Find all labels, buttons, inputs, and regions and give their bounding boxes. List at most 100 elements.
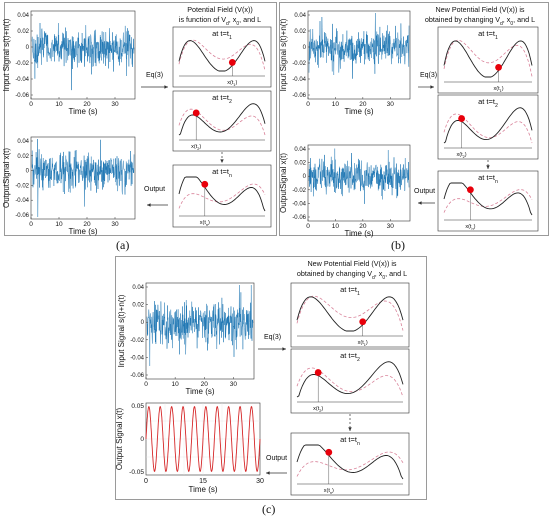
a-welln-particle: [201, 180, 209, 188]
a-output-ytick-label: -0.06: [15, 213, 29, 219]
a-well2-potential-label: at t=t2: [212, 93, 232, 105]
a-welln-potential-box: at t=tn x(tn): [172, 164, 272, 228]
c-welln-particle: [325, 448, 333, 456]
c-time-arrow: [348, 414, 352, 431]
b-well2-position-label: x(t2): [457, 152, 467, 159]
b-output-ytick-label: 0.02: [294, 161, 306, 167]
c-output-xtick-label: 0: [144, 478, 148, 485]
a-welln-potential-solid-curve: [178, 176, 266, 212]
b-welln-potential-label: at t=tn: [478, 173, 498, 185]
b-input-noise-trace: [308, 12, 410, 79]
c-header-line1: New Potential Field (V(x)) is: [307, 259, 396, 268]
c-time-arrow-head: [348, 427, 352, 431]
b-input-ytick-label: 0.04: [294, 13, 306, 19]
c-input-ytick-label: 0.02: [132, 303, 144, 309]
b-output-arrow: [418, 201, 435, 205]
c-input-xtick-label: 10: [172, 381, 180, 388]
a-well2-position-label: x(t2): [191, 144, 201, 151]
a-header-line2: is function of Vd, x0, and L: [179, 15, 261, 27]
b-well1-potential-dashed-curve: [443, 39, 533, 77]
caption-a: (a): [116, 238, 130, 252]
b-eq-arrow-head: [430, 85, 434, 89]
a-well1-particle: [228, 59, 236, 66]
a-output-ytick-label: -0.02: [15, 183, 29, 189]
c-well2-potential-dashed-curve: [296, 367, 404, 398]
b-well2-potential-frame: [437, 94, 539, 160]
b-input-xtick-label: 10: [332, 101, 340, 108]
b-output-ylabel: OutputSignal x(t): [279, 153, 288, 213]
a-input-ylabel: Input Signal s(t)+n(t): [2, 18, 11, 91]
a-output-label: Output: [144, 186, 165, 193]
a-output-ytick-label: 0.02: [17, 154, 29, 160]
a-well1-potential-label: at t=t1: [212, 29, 232, 41]
a-input-ytick-label: -0.04: [15, 77, 29, 83]
c-well1-particle: [359, 318, 367, 326]
b-input-ytick-label: 0: [303, 45, 307, 51]
b-well2-particle: [458, 115, 465, 122]
a-well1-potential-dashed-curve: [178, 39, 266, 71]
a-well1-potential-box: at t=t1 x(t1): [172, 26, 272, 88]
panel-c: 0.04 0.02 0 -0.02 -0.04 -0.06 0 10 20 30 Time (s) I…: [115, 256, 427, 500]
b-well1-potential-solid-curve: [443, 40, 533, 78]
c-output-arrow: [266, 471, 287, 475]
a-input-ytick-label: 0: [26, 45, 30, 51]
c-well2-potential-frame: [290, 348, 410, 414]
b-welln-potential-box: at t=tn x(tn): [437, 170, 539, 232]
a-input-xtick-label: 0: [29, 101, 33, 108]
a-eq-arrow-head: [164, 85, 168, 89]
b-well2-potential-dashed-curve: [443, 113, 533, 144]
b-output-ytick-label: -0.06: [292, 215, 306, 221]
b-well2-potential-solid-curve: [443, 107, 533, 144]
a-input-ytick-label: 0.04: [17, 13, 29, 19]
c-input-ytick-label: -0.02: [130, 338, 144, 344]
c-welln-potential-label: at t=tn: [340, 435, 360, 447]
b-welln-particle: [467, 186, 474, 194]
c-output-sine-trace: [145, 405, 261, 473]
c-welln-position-label: x(tn): [324, 488, 334, 495]
c-well1-potential-box: at t=t1 x(t1): [290, 282, 410, 348]
a-welln-potential-frame: [172, 164, 272, 228]
b-input-xtick-label: 20: [359, 101, 367, 108]
a-welln-position-label: x(tn): [200, 220, 210, 227]
a-output-arrow: [147, 203, 168, 207]
b-well2-potential-box: at t=t2 x(t2): [437, 94, 539, 160]
a-well2-particle: [192, 109, 200, 117]
b-output-ytick-label: 0.04: [294, 147, 306, 153]
a-output-noise-trace: [31, 138, 135, 218]
c-output-xtick-label: 15: [199, 478, 207, 485]
b-input-ylabel: Input Signal s(t)+n(t): [279, 18, 288, 91]
c-well1-potential-dashed-curve: [296, 295, 404, 331]
a-input-noise-trace: [31, 22, 135, 91]
a-output-xtick-label: 10: [55, 221, 63, 228]
b-output-plot-frame: [307, 144, 411, 222]
c-input-ytick-label: -0.04: [130, 355, 144, 361]
a-input-ytick-label: -0.02: [15, 61, 29, 67]
b-input-xtick-label: 30: [387, 101, 395, 108]
b-output-ytick-label: 0: [303, 174, 307, 180]
c-welln-potential-box: at t=tn x(tn): [290, 432, 410, 496]
c-well2-position-label: x(t2): [313, 406, 323, 413]
b-output-xtick-label: 10: [332, 223, 340, 230]
a-output-xlabel: Time (s): [68, 227, 97, 236]
a-well2-potential-frame: [172, 90, 272, 152]
c-output-ytick-label: -0.05: [129, 469, 144, 476]
c-input-ylabel: Input Signal s(t)+n(t): [117, 294, 126, 367]
a-eq-label: Eq(3): [146, 72, 163, 79]
c-welln-potential-frame: [290, 432, 410, 496]
c-output-ytick-label: 0.05: [131, 403, 144, 410]
b-output-xtick-label: 0: [306, 223, 310, 230]
b-well1-particle: [495, 63, 502, 71]
a-output-xtick-label: 20: [83, 221, 91, 228]
a-header-line1: Potential Field (V(x)): [187, 5, 253, 14]
b-time-arrow: [486, 160, 490, 169]
b-output-arrow-head: [418, 201, 422, 205]
a-output-ytick-label: 0.04: [17, 139, 29, 145]
caption-c: (c): [262, 502, 276, 516]
b-output-ytick-label: -0.04: [292, 201, 306, 207]
c-output-label: Output: [266, 455, 287, 462]
